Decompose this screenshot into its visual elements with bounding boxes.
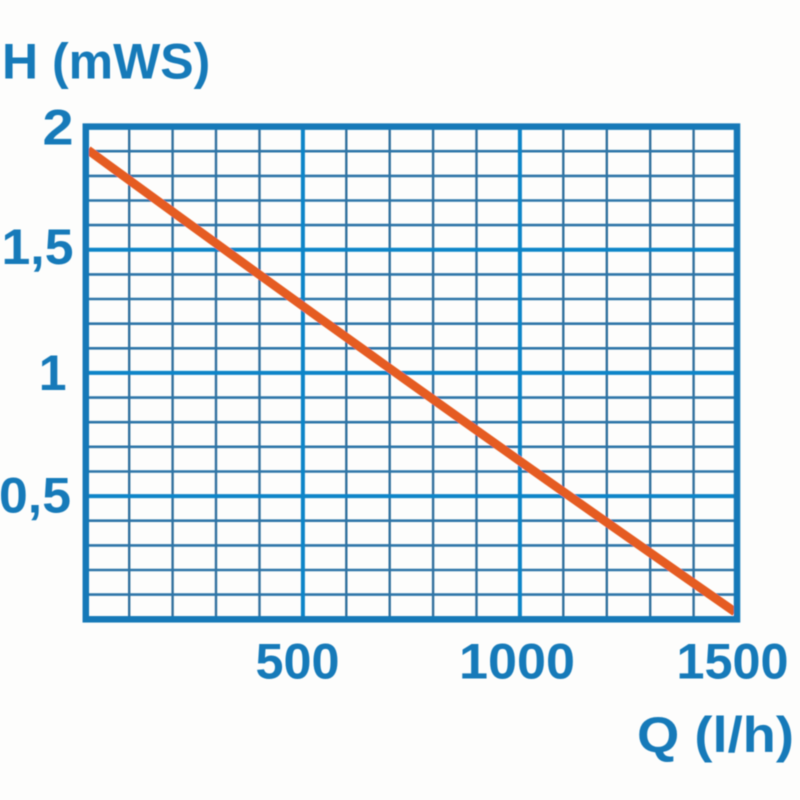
svg-text:Q (l/h): Q (l/h) [637, 707, 794, 763]
svg-text:1,5: 1,5 [2, 219, 74, 275]
svg-text:1500: 1500 [677, 634, 789, 690]
svg-text:500: 500 [256, 634, 340, 690]
svg-text:1000: 1000 [459, 634, 575, 690]
svg-text:1: 1 [39, 345, 67, 401]
svg-text:2: 2 [43, 100, 74, 156]
svg-text:H (mWS): H (mWS) [2, 34, 210, 90]
svg-text:0,5: 0,5 [0, 468, 71, 524]
